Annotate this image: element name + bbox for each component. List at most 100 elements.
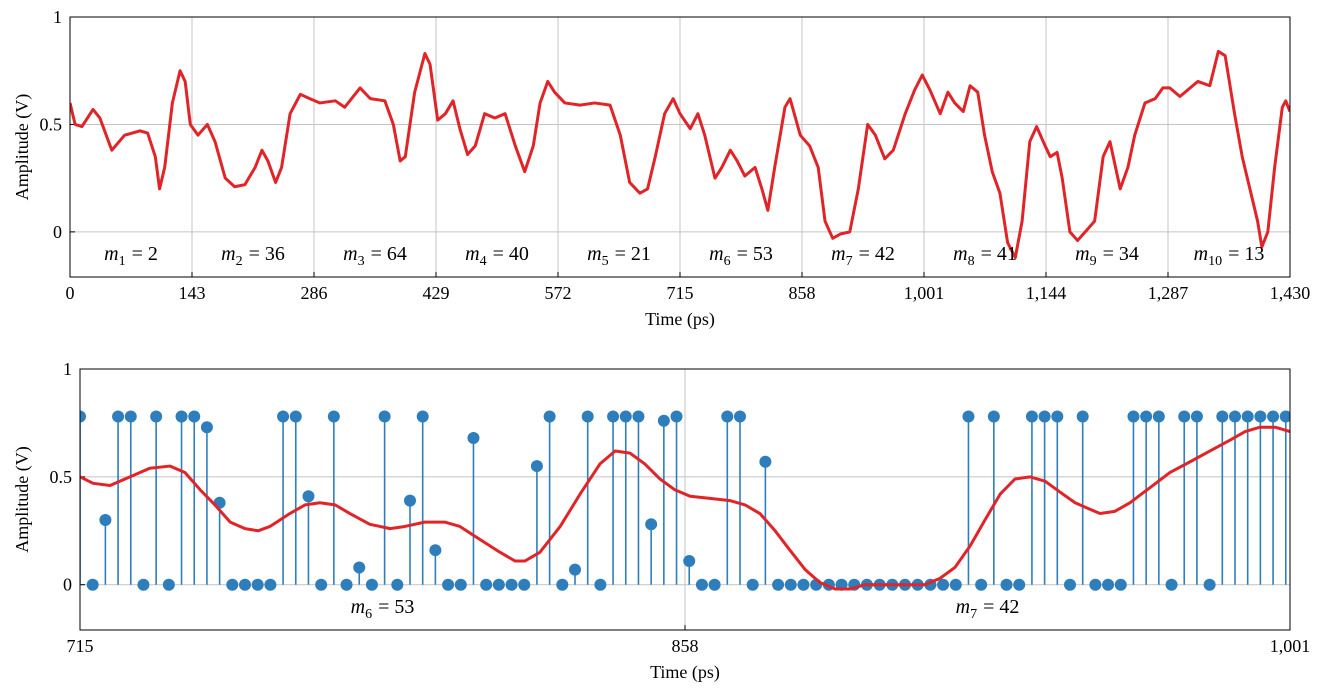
- segment-annotation: m10 = 13: [1194, 243, 1265, 269]
- stem-marker: [480, 578, 493, 591]
- axes-frame: [69, 16, 1291, 278]
- y-axis-label: Amplitude (V): [12, 94, 33, 200]
- x-tick-label: 429: [423, 283, 450, 303]
- stem-marker: [1089, 578, 1102, 591]
- annotation-subscript: 6: [724, 254, 731, 269]
- annotation-symbol: m: [351, 596, 365, 618]
- stem-marker: [759, 455, 772, 468]
- annotation-text: = 2: [132, 243, 158, 265]
- x-tick-label: 715: [67, 636, 94, 656]
- x-tick-label: 0: [66, 283, 75, 303]
- stem-marker: [289, 410, 302, 423]
- stem-marker: [1013, 578, 1026, 591]
- segment-annotation: m3 = 64: [343, 243, 407, 269]
- stem-marker: [492, 578, 505, 591]
- stem-marker: [1051, 410, 1064, 423]
- stem-marker: [80, 410, 86, 423]
- stem-marker: [378, 410, 391, 423]
- stem-marker: [429, 544, 442, 557]
- y-tick-label: 0.5: [40, 114, 63, 134]
- stem-marker: [569, 563, 581, 576]
- stem-marker: [1178, 410, 1191, 423]
- stem-marker: [124, 410, 137, 423]
- y-tick-label: 0: [63, 575, 72, 595]
- stem-marker: [416, 410, 429, 423]
- annotation-subscript: 2: [236, 254, 243, 269]
- segment-annotation: m5 = 21: [587, 243, 651, 269]
- stem-marker: [200, 421, 213, 434]
- stem-marker: [1190, 410, 1203, 423]
- x-tick-label: 715: [667, 283, 694, 303]
- x-axis-label: Time (ps): [650, 662, 720, 683]
- x-tick-label: 1,287: [1148, 283, 1189, 303]
- annotation-subscript: 9: [1090, 254, 1097, 269]
- stem-marker: [975, 578, 988, 591]
- y-tick-label: 0: [53, 222, 62, 242]
- annotation-subscript: 8: [968, 254, 975, 269]
- annotation-symbol: m: [831, 243, 845, 265]
- axes-frame: [79, 368, 1291, 631]
- segment-annotation: m4 = 40: [465, 243, 529, 269]
- stem-marker: [683, 554, 696, 567]
- segment-annotation: m6 = 53: [351, 596, 415, 622]
- stem-marker: [645, 518, 658, 531]
- annotation-subscript: 7: [970, 607, 977, 622]
- stem-marker: [607, 410, 620, 423]
- x-tick-label: 858: [672, 636, 699, 656]
- stem-marker: [1025, 410, 1038, 423]
- segment-annotation: m8 = 41: [953, 243, 1017, 269]
- stem-marker: [226, 578, 239, 591]
- segment-annotation: m6 = 53: [709, 243, 773, 269]
- stem-marker: [1229, 410, 1241, 423]
- annotation-symbol: m: [1075, 243, 1089, 265]
- stem-marker: [315, 578, 328, 591]
- annotation-subscript: 3: [358, 254, 365, 269]
- stem-marker: [442, 578, 455, 591]
- plot-area: [70, 49, 1290, 260]
- stem-marker: [594, 578, 607, 591]
- annotation-subscript: 7: [846, 254, 853, 269]
- stem-marker: [467, 432, 480, 445]
- stem-marker: [556, 578, 569, 591]
- y-tick-label: 0.5: [50, 467, 73, 487]
- x-tick-label: 1,430: [1270, 283, 1311, 303]
- stem-marker: [302, 490, 315, 503]
- stem-marker: [86, 578, 99, 591]
- stem-marker: [264, 578, 277, 591]
- stem-marker: [162, 578, 175, 591]
- stem-marker: [784, 578, 797, 591]
- stem-marker: [353, 561, 366, 574]
- annotation-symbol: m: [104, 243, 118, 265]
- stem-marker: [1254, 410, 1267, 423]
- y-tick-label: 1: [63, 359, 72, 379]
- annotation-symbol: m: [956, 596, 970, 618]
- stem-marker: [1114, 578, 1127, 591]
- annotation-text: = 13: [1228, 243, 1264, 265]
- annotation-symbol: m: [221, 243, 235, 265]
- stem-marker: [797, 578, 810, 591]
- segment-annotation: m2 = 36: [221, 243, 285, 269]
- y-axis-label: Amplitude (V): [12, 446, 33, 552]
- annotation-symbol: m: [343, 243, 357, 265]
- y-tick-label: 1: [53, 7, 62, 27]
- stem-marker: [772, 578, 785, 591]
- stem-marker: [404, 494, 416, 507]
- stem-marker: [1076, 410, 1089, 423]
- stem-marker: [1038, 410, 1051, 423]
- stem-marker: [112, 410, 125, 423]
- stem-marker: [543, 410, 556, 423]
- annotation-subscript: 6: [365, 607, 372, 622]
- stem-marker: [670, 410, 683, 423]
- annotation-symbol: m: [953, 243, 967, 265]
- stem-marker: [1203, 578, 1216, 591]
- annotation-text: = 36: [249, 243, 285, 265]
- annotation-symbol: m: [1194, 243, 1208, 265]
- stem-marker: [454, 578, 467, 591]
- annotation-symbol: m: [587, 243, 601, 265]
- annotation-text: = 42: [859, 243, 895, 265]
- segment-annotation: m7 = 42: [956, 596, 1020, 622]
- annotation-subscript: 4: [480, 254, 487, 269]
- segment-annotation: m9 = 34: [1075, 243, 1139, 269]
